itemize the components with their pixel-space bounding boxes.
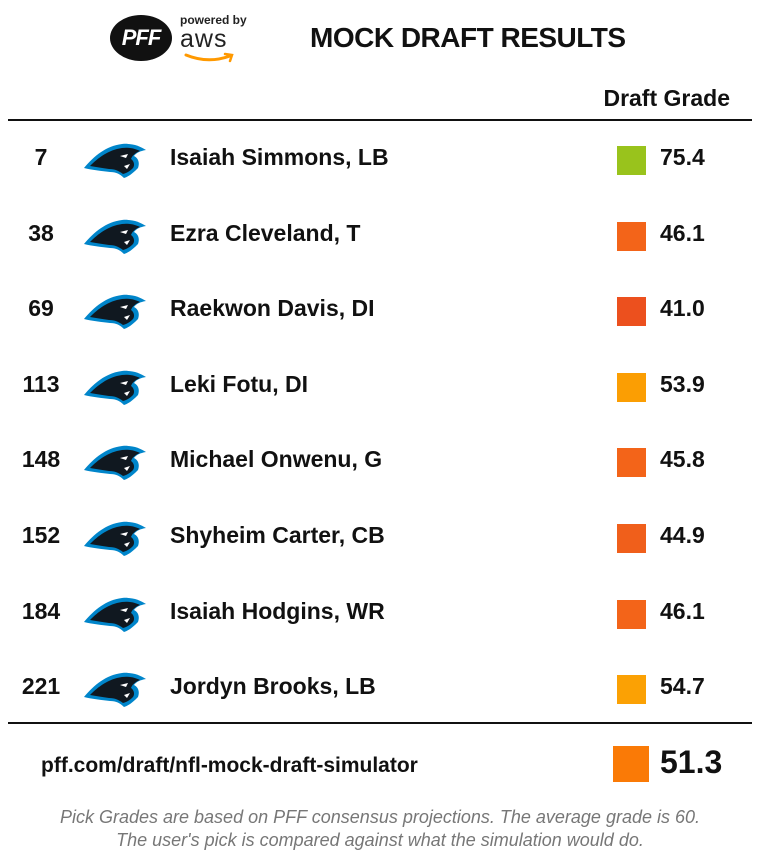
header: PFF powered by aws MOCK DRAFT RESULTS bbox=[0, 0, 760, 80]
panther-head-icon bbox=[80, 365, 148, 409]
pick-number: 152 bbox=[21, 521, 61, 548]
panther-head-icon bbox=[80, 440, 148, 484]
panther-head-icon bbox=[80, 138, 148, 182]
aws-wordmark: aws bbox=[180, 25, 228, 53]
footer-divider bbox=[8, 722, 752, 724]
grade-value: 41.0 bbox=[660, 295, 705, 322]
player-name: Leki Fotu, DI bbox=[170, 370, 308, 397]
grade-value: 46.1 bbox=[660, 219, 705, 246]
grade-value: 44.9 bbox=[660, 521, 705, 548]
grade-swatch bbox=[617, 675, 646, 705]
grade-swatch bbox=[617, 297, 646, 327]
grade-swatch bbox=[617, 146, 646, 175]
page-title: MOCK DRAFT RESULTS bbox=[310, 22, 626, 53]
draft-grade-header: Draft Grade bbox=[603, 85, 730, 111]
pick-number: 221 bbox=[21, 673, 61, 700]
pick-number: 148 bbox=[21, 446, 61, 473]
aws-smile-icon bbox=[184, 52, 234, 63]
aws-logo-icon: powered by aws bbox=[180, 14, 250, 64]
pick-number: 184 bbox=[21, 597, 61, 624]
grade-swatch bbox=[617, 221, 646, 251]
player-name: Isaiah Simmons, LB bbox=[170, 144, 389, 170]
grade-value: 46.1 bbox=[660, 597, 705, 624]
table-row: 7 Isaiah Simmons, LB 75.4 bbox=[0, 122, 760, 198]
table-row: 184 Isaiah Hodgins, WR 46.1 bbox=[0, 576, 760, 652]
grade-value: 75.4 bbox=[660, 144, 705, 170]
panther-head-icon bbox=[80, 289, 148, 333]
panther-head-icon bbox=[80, 516, 148, 560]
player-name: Shyheim Carter, CB bbox=[170, 521, 385, 548]
grade-value: 54.7 bbox=[660, 673, 705, 700]
player-name: Jordyn Brooks, LB bbox=[170, 673, 376, 700]
player-name: Isaiah Hodgins, WR bbox=[170, 597, 385, 624]
table-row: 69 Raekwon Davis, DI 41.0 bbox=[0, 273, 760, 349]
pff-logo-icon: PFF bbox=[110, 15, 172, 61]
simulator-link[interactable]: pff.com/draft/nfl-mock-draft-simulator bbox=[41, 754, 418, 777]
grade-value: 53.9 bbox=[660, 370, 705, 397]
header-divider bbox=[8, 119, 752, 121]
grade-value: 45.8 bbox=[660, 446, 705, 473]
panther-head-icon bbox=[80, 667, 148, 711]
grade-swatch bbox=[617, 599, 646, 629]
pick-number: 69 bbox=[28, 295, 54, 322]
pick-number: 113 bbox=[22, 370, 60, 397]
grade-swatch bbox=[617, 372, 646, 402]
player-name: Raekwon Davis, DI bbox=[170, 295, 375, 322]
average-grade: 51.3 bbox=[660, 744, 723, 780]
footnote: Pick Grades are based on PFF consensus p… bbox=[0, 806, 760, 852]
panther-head-icon bbox=[80, 592, 148, 636]
table-row: 221 Jordyn Brooks, LB 54.7 bbox=[0, 651, 760, 727]
footnote-line-2: The user's pick is compared against what… bbox=[116, 830, 644, 850]
pick-number: 38 bbox=[28, 219, 54, 246]
footnote-line-1: Pick Grades are based on PFF consensus p… bbox=[59, 807, 701, 827]
table-row: 113 Leki Fotu, DI 53.9 bbox=[0, 349, 760, 425]
grade-swatch bbox=[617, 448, 646, 478]
grade-swatch bbox=[617, 523, 646, 553]
table-row: 148 Michael Onwenu, G 45.8 bbox=[0, 424, 760, 500]
player-name: Ezra Cleveland, T bbox=[170, 219, 361, 246]
results-table: 7 Isaiah Simmons, LB 75.4 38 Ezra Cleveland,… bbox=[0, 122, 760, 727]
table-row: 38 Ezra Cleveland, T 46.1 bbox=[0, 198, 760, 274]
table-row: 152 Shyheim Carter, CB 44.9 bbox=[0, 500, 760, 576]
panther-head-icon bbox=[80, 214, 148, 258]
pick-number: 7 bbox=[34, 144, 48, 170]
average-grade-swatch bbox=[613, 746, 649, 782]
player-name: Michael Onwenu, G bbox=[170, 446, 383, 473]
powered-by-label: powered by bbox=[180, 13, 247, 27]
